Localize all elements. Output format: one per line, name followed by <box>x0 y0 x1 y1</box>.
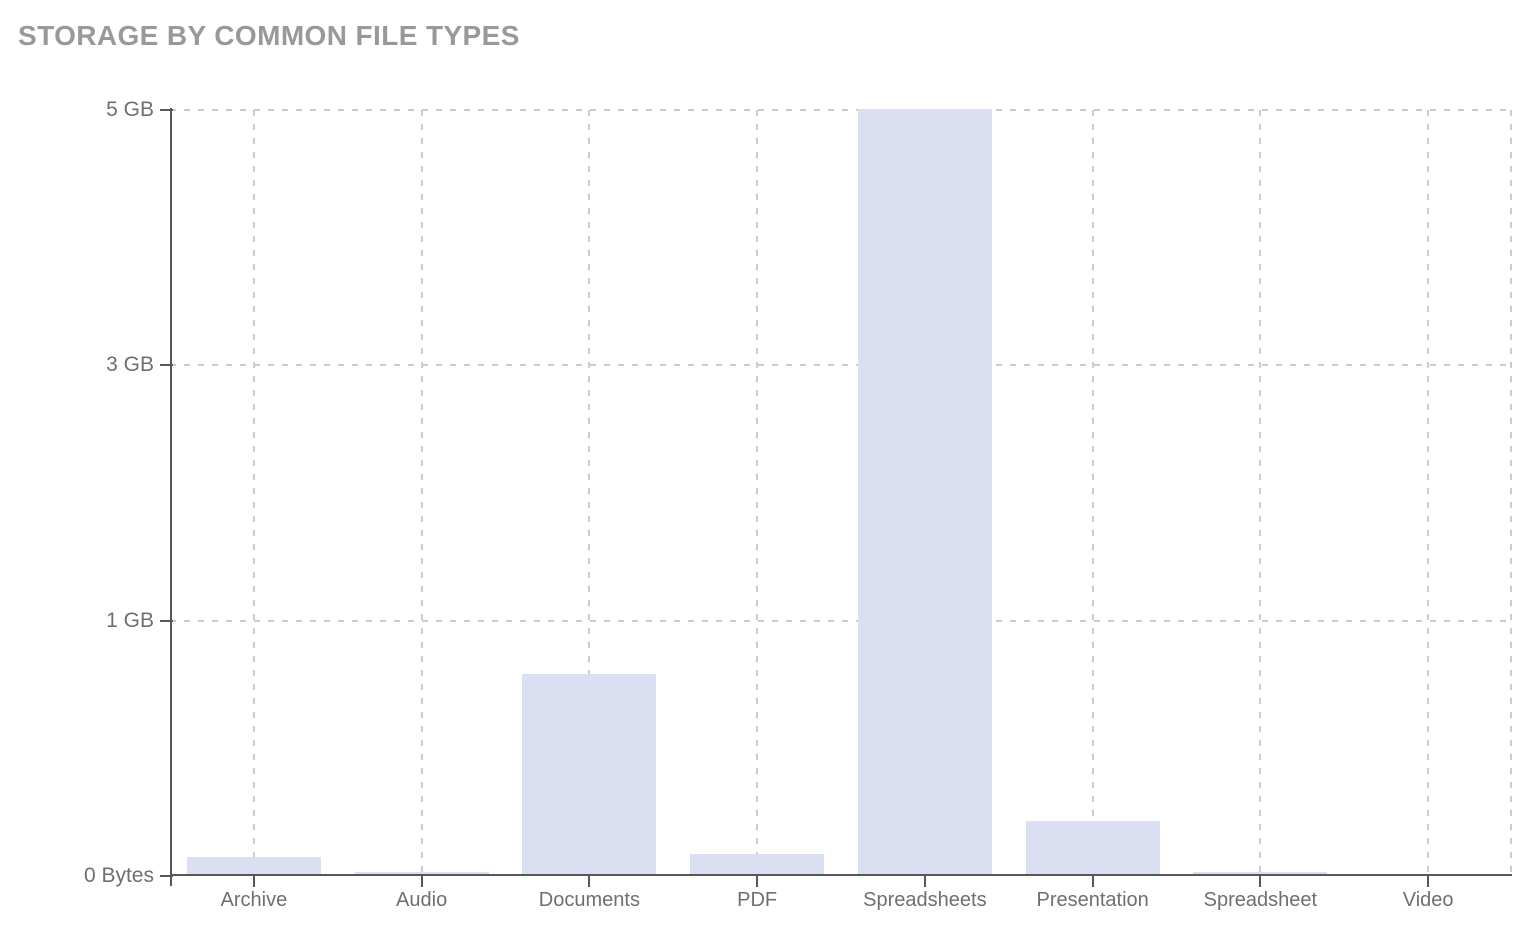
v-gridline <box>1259 110 1262 876</box>
x-category-label: Audio <box>396 889 448 911</box>
y-tick-label: 5 GB <box>106 98 154 121</box>
y-tick-mark <box>160 875 173 877</box>
x-category-label: Documents <box>538 889 640 911</box>
x-tick-mark <box>1091 876 1094 887</box>
chart-title: STORAGE BY COMMON FILE TYPES <box>18 20 520 51</box>
y-tick-label: 1 GB <box>106 609 154 632</box>
x-tick-mark <box>588 876 591 887</box>
x-axis-line <box>170 874 1512 876</box>
x-tick-mark <box>756 876 759 887</box>
bar-documents[interactable] <box>522 674 656 875</box>
x-tick-mark <box>420 876 423 887</box>
y-tick-mark <box>160 620 173 622</box>
y-tick-mark <box>160 109 173 111</box>
x-tick-mark <box>252 876 255 887</box>
x-category-label: Spreadsheet <box>1203 889 1318 911</box>
bar-presentation[interactable] <box>1026 821 1160 875</box>
v-gridline <box>756 110 759 876</box>
bar-audio[interactable] <box>355 872 489 875</box>
x-category-label: Video <box>1402 889 1454 911</box>
x-category-label: Presentation <box>1036 889 1149 911</box>
h-gridline <box>170 364 1512 366</box>
plot-area: 5 GB 3 GB 1 GB 0 Bytes Archive Audio Documents… <box>84 98 1512 911</box>
x-tick-mark <box>1259 876 1262 887</box>
x-category-label: PDF <box>737 889 778 911</box>
x-axis-corner-tick <box>170 876 172 886</box>
v-gridline <box>420 110 423 876</box>
v-gridline <box>1091 110 1094 876</box>
bar-spreadsheet[interactable] <box>1193 872 1327 875</box>
y-tick-label: 0 Bytes <box>83 864 154 887</box>
x-tick-mark <box>1427 876 1430 887</box>
y-axis-line <box>170 108 172 876</box>
y-tick-label: 3 GB <box>106 353 154 376</box>
h-gridline <box>170 109 1512 111</box>
bar-pdf[interactable] <box>690 854 824 875</box>
y-tick-mark <box>160 364 173 366</box>
bar-spreadsheets[interactable] <box>858 109 992 875</box>
v-gridline <box>1427 110 1430 876</box>
x-category-label: Spreadsheets <box>863 889 987 911</box>
x-tick-mark <box>923 876 926 887</box>
h-gridline <box>170 620 1512 622</box>
v-gridline-right-edge <box>1510 110 1512 876</box>
v-gridline <box>252 110 255 876</box>
bar-archive[interactable] <box>187 857 321 875</box>
x-category-label: Archive <box>220 889 288 911</box>
